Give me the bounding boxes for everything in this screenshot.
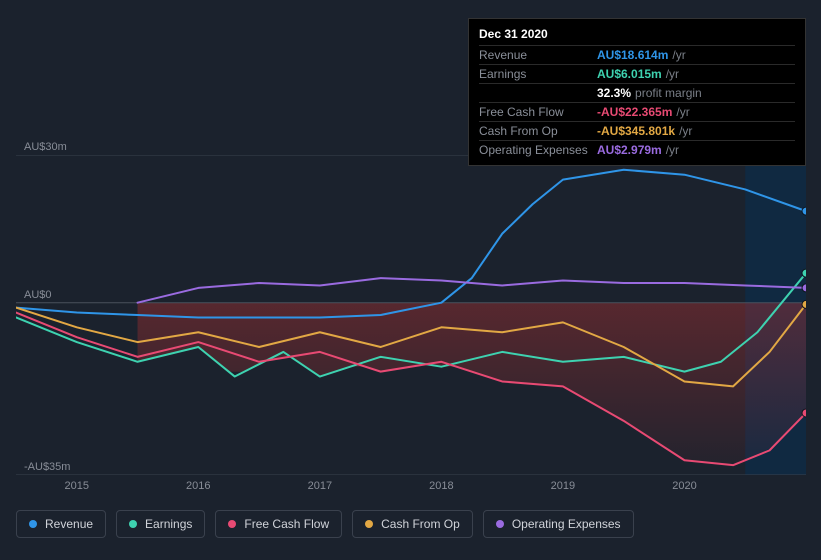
legend-label: Operating Expenses — [512, 517, 621, 531]
tooltip-row-value: -AU$22.365m — [597, 105, 672, 119]
tooltip-row-value: AU$6.015m — [597, 67, 662, 81]
y-axis-label: AU$30m — [24, 141, 67, 153]
legend-dot-icon — [129, 520, 137, 528]
tooltip-row-suffix: /yr — [666, 143, 679, 157]
legend-item[interactable]: Free Cash Flow — [215, 510, 342, 538]
tooltip-row-value: AU$18.614m — [597, 48, 668, 62]
chart-tooltip: Dec 31 2020 RevenueAU$18.614m/yrEarnings… — [468, 18, 806, 166]
tooltip-row-label: Cash From Op — [479, 124, 597, 138]
chart-area: AU$30mAU$0-AU$35m — [16, 155, 806, 475]
tooltip-row-label — [479, 86, 597, 100]
tooltip-row: RevenueAU$18.614m/yr — [479, 45, 795, 64]
x-axis-label: 2015 — [65, 480, 89, 492]
legend-label: Earnings — [145, 517, 192, 531]
x-axis-label: 2020 — [672, 480, 696, 492]
tooltip-row-label: Operating Expenses — [479, 143, 597, 157]
tooltip-row-label: Earnings — [479, 67, 597, 81]
tooltip-row: Free Cash Flow-AU$22.365m/yr — [479, 102, 795, 121]
tooltip-date: Dec 31 2020 — [479, 25, 795, 45]
legend-item[interactable]: Earnings — [116, 510, 205, 538]
x-axis-label: 2016 — [186, 480, 210, 492]
legend-dot-icon — [29, 520, 37, 528]
y-axis-label: -AU$35m — [24, 461, 70, 473]
legend-item[interactable]: Operating Expenses — [483, 510, 634, 538]
tooltip-row-suffix: /yr — [666, 67, 679, 81]
legend-dot-icon — [496, 520, 504, 528]
tooltip-row-suffix: /yr — [676, 105, 689, 119]
tooltip-row-suffix: /yr — [679, 124, 692, 138]
tooltip-row-suffix: /yr — [672, 48, 685, 62]
chart-svg — [16, 155, 806, 475]
tooltip-row: Operating ExpensesAU$2.979m/yr — [479, 140, 795, 159]
x-axis-label: 2018 — [429, 480, 453, 492]
legend-label: Revenue — [45, 517, 93, 531]
legend-dot-icon — [228, 520, 236, 528]
legend-item[interactable]: Revenue — [16, 510, 106, 538]
x-axis-label: 2019 — [551, 480, 575, 492]
legend: Revenue Earnings Free Cash Flow Cash From O… — [16, 510, 634, 538]
tooltip-row: 32.3% profit margin — [479, 83, 795, 102]
legend-item[interactable]: Cash From Op — [352, 510, 473, 538]
x-axis-labels: 2015 2016 2017 2018 2019 2020 — [16, 480, 806, 498]
tooltip-row-suffix: profit margin — [635, 86, 702, 100]
tooltip-row: EarningsAU$6.015m/yr — [479, 64, 795, 83]
y-axis-label: AU$0 — [24, 289, 52, 301]
tooltip-row-value: AU$2.979m — [597, 143, 662, 157]
legend-label: Cash From Op — [381, 517, 460, 531]
tooltip-row-value: 32.3% — [597, 86, 631, 100]
x-axis-label: 2017 — [308, 480, 332, 492]
tooltip-row-label: Revenue — [479, 48, 597, 62]
legend-dot-icon — [365, 520, 373, 528]
tooltip-row-value: -AU$345.801k — [597, 124, 675, 138]
tooltip-row: Cash From Op-AU$345.801k/yr — [479, 121, 795, 140]
legend-label: Free Cash Flow — [244, 517, 329, 531]
tooltip-row-label: Free Cash Flow — [479, 105, 597, 119]
